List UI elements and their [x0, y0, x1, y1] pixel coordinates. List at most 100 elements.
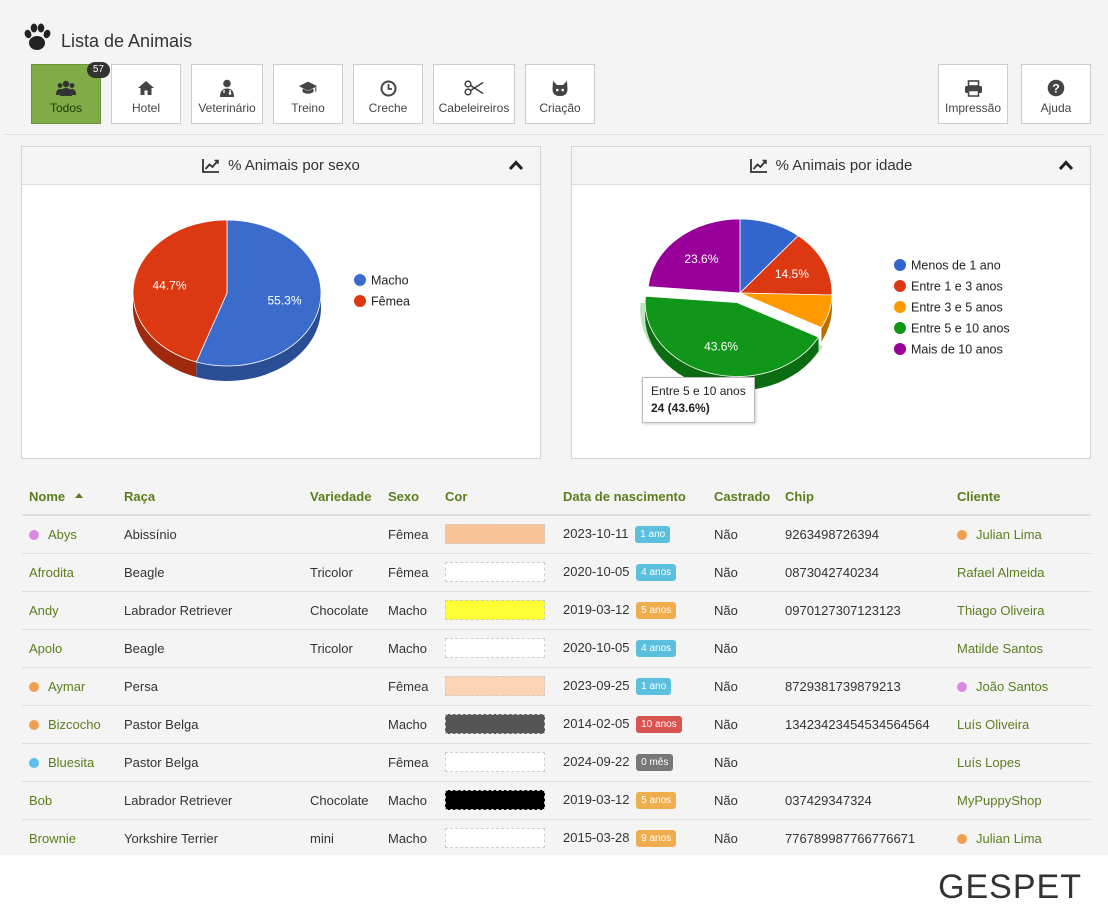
panel-title: % Animais por idade — [775, 157, 913, 174]
cell-cliente[interactable]: Matilde Santos — [950, 629, 1091, 668]
animal-name-link[interactable]: Apolo — [29, 640, 63, 656]
app-window: Lista de Animais 57 Todos Hotel Veteriná… — [0, 0, 1108, 855]
cell-cliente[interactable]: MyPuppyShop — [950, 781, 1091, 820]
filter-label: Treino — [291, 101, 325, 115]
client-name-link[interactable]: Julian Lima — [976, 526, 1042, 542]
cell-nome[interactable]: Andy — [22, 591, 117, 630]
slice-value-label: 14.5% — [775, 267, 809, 281]
filter-button-treino[interactable]: Treino — [273, 64, 343, 124]
cell-raca: Labrador Retriever — [117, 591, 303, 630]
cell-nome[interactable]: Apolo — [22, 629, 117, 668]
color-swatch — [445, 828, 545, 848]
animal-name-link[interactable]: Andy — [29, 602, 59, 618]
cell-nome[interactable]: Abys — [22, 515, 117, 554]
legend-label[interactable]: Entre 3 e 5 anos — [911, 301, 1003, 315]
cell-cliente[interactable]: Luís Lopes — [950, 743, 1091, 782]
color-swatch — [445, 638, 545, 658]
column-header-sexo[interactable]: Sexo — [381, 478, 438, 516]
chevron-up-icon[interactable] — [508, 158, 524, 172]
cell-cliente[interactable]: Thiago Oliveira — [950, 591, 1091, 630]
birth-date: 2020-10-05 — [563, 639, 630, 655]
tooltip-value: 24 (43.6%) — [651, 401, 710, 415]
client-name-link[interactable]: Thiago Oliveira — [957, 602, 1045, 618]
legend-label[interactable]: Entre 1 e 3 anos — [911, 280, 1003, 294]
client-name-link[interactable]: MyPuppyShop — [957, 792, 1042, 808]
table-row[interactable]: Andy Labrador Retriever Chocolate Macho 2019… — [22, 591, 1091, 630]
table-body: Abys Abissínio Fêmea 2023-10-11 1 ano Não 926… — [22, 515, 1091, 855]
cell-raca: Pastor Belga — [117, 705, 303, 744]
pie-slice[interactable] — [647, 218, 741, 294]
table-row[interactable]: Bob Labrador Retriever Chocolate Macho 2019-… — [22, 781, 1091, 820]
print-button[interactable]: Impressão — [938, 64, 1008, 124]
filter-button-veterinario[interactable]: Veterinário — [191, 64, 263, 124]
table-row[interactable]: Aymar Persa Fêmea 2023-09-25 1 ano Não 872938… — [22, 667, 1091, 706]
table-row[interactable]: Apolo Beagle Tricolor Macho 2020-10-05 4 ano… — [22, 629, 1091, 668]
filter-button-cabeleireiros[interactable]: Cabeleireiros — [433, 64, 515, 124]
column-header-data-nascimento[interactable]: Data de nascimento — [556, 478, 707, 516]
client-status-dot — [957, 681, 967, 692]
chevron-up-icon[interactable] — [1058, 158, 1074, 172]
pie-slice[interactable] — [739, 292, 833, 329]
age-badge: 1 ano — [636, 677, 672, 695]
table-row[interactable]: Brownie Yorkshire Terrier mini Macho 2015-03… — [22, 819, 1091, 855]
column-header-raca[interactable]: Raça — [117, 478, 303, 516]
legend-label[interactable]: Fêmea — [371, 295, 410, 309]
animal-name-link[interactable]: Aymar — [48, 678, 86, 694]
client-name-link[interactable]: Luís Lopes — [957, 754, 1021, 770]
column-header-nome[interactable]: Nome — [22, 478, 117, 516]
column-header-castrado[interactable]: Castrado — [707, 478, 778, 516]
legend-label[interactable]: Entre 5 e 10 anos — [911, 322, 1010, 336]
cell-raca: Pastor Belga — [117, 743, 303, 782]
toolbar-divider — [4, 134, 1104, 135]
legend-label[interactable]: Macho — [371, 274, 409, 288]
table-row[interactable]: Bluesita Pastor Belga Fêmea 2024-09-22 0 mê… — [22, 743, 1091, 782]
cell-cliente[interactable]: Luís Oliveira — [950, 705, 1091, 744]
animal-name-link[interactable]: Brownie — [29, 830, 76, 846]
filter-button-hotel[interactable]: Hotel — [111, 64, 181, 124]
cell-cliente[interactable]: Julian Lima — [950, 819, 1091, 855]
sex-pie-chart: 55.3% 44.7% Macho Fêmea — [132, 219, 410, 381]
pie-slice[interactable] — [739, 235, 833, 296]
filter-button-criacao[interactable]: Criação — [525, 64, 595, 124]
animal-name-link[interactable]: Abys — [48, 526, 77, 542]
client-name-link[interactable]: Julian Lima — [976, 830, 1042, 846]
column-header-chip[interactable]: Chip — [778, 478, 950, 516]
column-header-variedade[interactable]: Variedade — [303, 478, 381, 516]
column-header-cliente[interactable]: Cliente — [950, 478, 1091, 516]
color-swatch — [445, 752, 545, 772]
legend-label[interactable]: Mais de 10 anos — [911, 343, 1003, 357]
client-status-dot — [957, 529, 967, 540]
column-header-cor[interactable]: Cor — [438, 478, 556, 516]
cell-cor — [438, 591, 556, 630]
pie-slice[interactable] — [195, 219, 322, 367]
client-name-link[interactable]: Luís Oliveira — [957, 716, 1030, 732]
table-row[interactable]: Bizcocho Pastor Belga Macho 2014-02-05 10 a… — [22, 705, 1091, 744]
cell-nome[interactable]: Afrodita — [22, 553, 117, 592]
cell-chip: 9263498726394 — [778, 515, 950, 554]
animal-name-link[interactable]: Bluesita — [48, 754, 95, 770]
legend-label[interactable]: Menos de 1 ano — [911, 259, 1001, 273]
cell-nome[interactable]: Bizcocho — [22, 705, 117, 744]
filter-button-creche[interactable]: Creche — [353, 64, 423, 124]
pie-slice[interactable] — [132, 219, 228, 363]
cell-cliente[interactable]: Julian Lima — [950, 515, 1091, 554]
cell-nome[interactable]: Brownie — [22, 819, 117, 855]
table-row[interactable]: Abys Abissínio Fêmea 2023-10-11 1 ano Não 926… — [22, 515, 1091, 554]
cell-cliente[interactable]: João Santos — [950, 667, 1091, 706]
animal-name-link[interactable]: Bizcocho — [48, 716, 101, 732]
client-name-link[interactable]: João Santos — [976, 678, 1049, 694]
cell-nome[interactable]: Bob — [22, 781, 117, 820]
cell-nome[interactable]: Bluesita — [22, 743, 117, 782]
table-row[interactable]: Afrodita Beagle Tricolor Fêmea 2020-10-05 4 … — [22, 553, 1091, 592]
animal-name-link[interactable]: Afrodita — [29, 564, 74, 580]
cell-cliente[interactable]: Rafael Almeida — [950, 553, 1091, 592]
client-name-link[interactable]: Rafael Almeida — [957, 564, 1045, 580]
help-button[interactable]: ? Ajuda — [1021, 64, 1091, 124]
client-name-link[interactable]: Matilde Santos — [957, 640, 1043, 656]
filter-button-todos[interactable]: 57 Todos — [31, 62, 110, 124]
animal-name-link[interactable]: Bob — [29, 792, 53, 808]
panel-age-chart: % Animais por idade 14.5% 43.6% 23.6% Menos… — [571, 146, 1091, 459]
cell-sexo: Fêmea — [381, 743, 438, 782]
pie-slice[interactable] — [644, 295, 820, 377]
cell-nome[interactable]: Aymar — [22, 667, 117, 706]
